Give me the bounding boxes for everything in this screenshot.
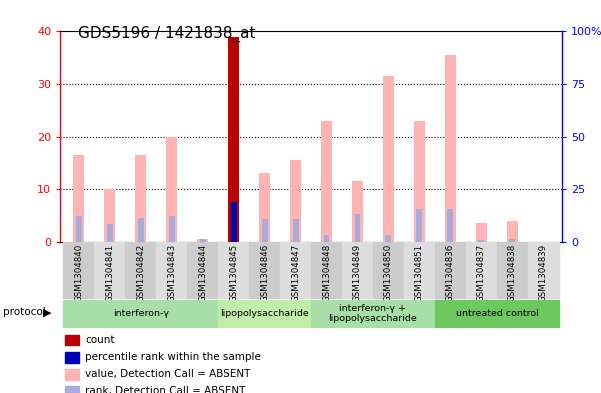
Bar (166, 136, 177, 242)
Text: lipopolysaccharide: lipopolysaccharide (220, 309, 309, 318)
Text: interferon-γ: interferon-γ (112, 309, 169, 318)
Text: GDS5196 / 1421838_at: GDS5196 / 1421838_at (78, 26, 255, 42)
Text: rank, Detection Call = ABSENT: rank, Detection Call = ABSENT (85, 386, 246, 393)
Bar (355, 214, 361, 242)
Bar (528, 242, 559, 299)
Text: value, Detection Call = ABSENT: value, Detection Call = ABSENT (85, 369, 251, 379)
Bar (280, 242, 311, 299)
Bar (66, 334, 79, 345)
Text: count: count (85, 335, 115, 345)
Bar (342, 242, 373, 299)
Bar (66, 369, 79, 380)
Bar (66, 386, 79, 393)
Text: percentile rank within the sample: percentile rank within the sample (85, 352, 261, 362)
Bar (249, 242, 280, 299)
Bar (478, 240, 484, 242)
Text: GSM1304842: GSM1304842 (136, 243, 145, 302)
Bar (66, 352, 79, 362)
Bar (104, 189, 115, 242)
Text: GSM1304840: GSM1304840 (74, 243, 83, 302)
Text: ▶: ▶ (43, 307, 52, 318)
Bar (416, 209, 423, 242)
Bar (187, 242, 218, 299)
Bar (466, 242, 497, 299)
Bar (445, 55, 456, 242)
Text: GSM1304837: GSM1304837 (477, 243, 486, 302)
Bar (197, 239, 208, 242)
Bar (125, 242, 156, 299)
Bar (293, 219, 299, 242)
Bar (383, 76, 394, 242)
Text: GSM1304846: GSM1304846 (260, 243, 269, 302)
Bar (169, 217, 175, 242)
Text: GSM1304848: GSM1304848 (322, 243, 331, 302)
Bar (156, 242, 187, 299)
Text: GSM1304838: GSM1304838 (508, 243, 517, 302)
Bar (414, 121, 425, 242)
Text: untreated control: untreated control (456, 309, 538, 318)
Text: GSM1304843: GSM1304843 (167, 243, 176, 302)
Bar (497, 242, 528, 299)
Bar (135, 155, 146, 242)
Text: GSM1304851: GSM1304851 (415, 243, 424, 302)
Bar (94, 242, 125, 299)
Bar (447, 209, 453, 242)
Bar (476, 223, 487, 242)
Text: GSM1304844: GSM1304844 (198, 243, 207, 302)
Bar (404, 242, 435, 299)
Bar (218, 242, 249, 299)
Bar (261, 219, 267, 242)
Bar (510, 239, 515, 242)
Bar (138, 217, 144, 242)
Bar (259, 173, 270, 242)
Text: protocol: protocol (3, 307, 46, 318)
Bar (107, 224, 112, 242)
Bar (290, 160, 301, 242)
Text: GSM1304839: GSM1304839 (539, 243, 548, 301)
Bar (63, 300, 218, 327)
Bar (352, 181, 363, 242)
Text: GSM1304850: GSM1304850 (384, 243, 393, 302)
Bar (218, 300, 311, 327)
Bar (63, 242, 94, 299)
Bar (321, 121, 332, 242)
Text: GSM1304847: GSM1304847 (291, 243, 300, 302)
Bar (311, 300, 435, 327)
Bar (373, 242, 404, 299)
Text: GSM1304849: GSM1304849 (353, 243, 362, 301)
Text: GSM1304845: GSM1304845 (229, 243, 238, 302)
Bar (507, 220, 518, 242)
Bar (311, 242, 342, 299)
Bar (435, 300, 559, 327)
Bar (73, 155, 84, 242)
Bar (76, 217, 82, 242)
Text: GSM1304841: GSM1304841 (105, 243, 114, 302)
Bar (385, 235, 391, 242)
Bar (228, 37, 239, 242)
Bar (435, 242, 466, 299)
Bar (200, 239, 206, 242)
Bar (231, 202, 237, 242)
Text: interferon-γ +
lipopolysaccharide: interferon-γ + lipopolysaccharide (329, 304, 417, 323)
Text: GSM1304836: GSM1304836 (446, 243, 455, 302)
Bar (323, 235, 329, 242)
